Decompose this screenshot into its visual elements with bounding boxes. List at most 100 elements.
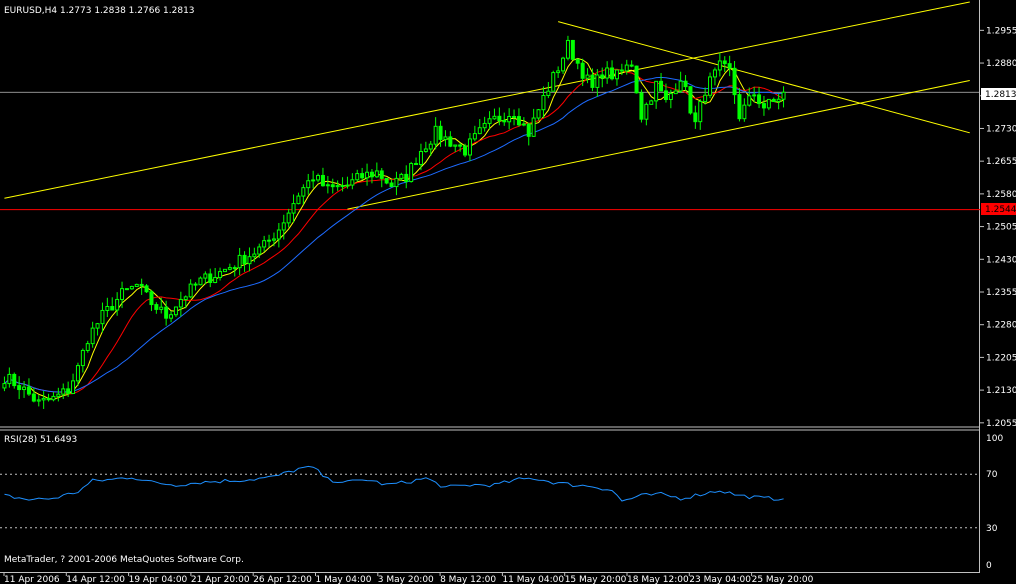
price-tick-label: 1.2430	[986, 255, 1016, 265]
ma-slow-line	[4, 76, 784, 393]
candle-body	[51, 395, 56, 401]
time-tick-label: 18 May 12:00	[627, 575, 689, 584]
candle-body	[90, 327, 95, 345]
candle-body	[766, 98, 771, 109]
symbol-header: EURUSD,H4 1.2773 1.2838 1.2766 1.2813	[4, 6, 195, 16]
candle-body	[46, 397, 51, 401]
candle-body	[218, 271, 223, 279]
candle-body	[365, 171, 370, 179]
candle-body	[291, 203, 296, 214]
candle-body	[75, 365, 80, 382]
candle-body	[17, 385, 22, 391]
candle-body	[115, 298, 120, 311]
candle-body	[80, 349, 85, 367]
candle-body	[531, 117, 536, 137]
candle-body	[561, 57, 566, 72]
candle-body	[188, 283, 193, 298]
candle-body	[771, 98, 776, 103]
candle-body	[781, 91, 786, 100]
candle-body	[222, 268, 227, 273]
time-tick-label: 26 Apr 12:00	[253, 575, 312, 584]
candle-body	[693, 112, 698, 123]
candle-body	[379, 170, 384, 179]
candle-body	[360, 173, 365, 179]
candle-body	[129, 285, 134, 290]
candle-body	[183, 296, 188, 300]
candle-body	[110, 306, 115, 311]
rsi-line	[4, 465, 784, 502]
candle-body	[311, 179, 316, 182]
candle-body	[31, 393, 36, 402]
candle-body	[423, 148, 428, 152]
candle-body	[320, 174, 325, 187]
candle-body	[22, 386, 27, 391]
candle-body	[154, 304, 159, 310]
candle-body	[369, 171, 374, 178]
rsi-tick-label: 0	[986, 561, 992, 571]
candle-body	[551, 72, 556, 92]
candle-body	[85, 343, 90, 351]
candle-body	[683, 80, 688, 88]
candle-body	[614, 69, 619, 80]
candle-body	[761, 103, 766, 109]
candle-body	[737, 94, 742, 120]
candle-body	[492, 115, 497, 120]
candle-body	[467, 138, 472, 156]
time-tick-label: 14 Apr 12:00	[66, 575, 125, 584]
rsi-tick-label: 70	[986, 470, 998, 480]
candle-body	[281, 222, 286, 231]
candle-body	[232, 267, 237, 270]
horizontal-levels	[0, 91, 980, 211]
candle-body	[654, 80, 659, 102]
candle-body	[95, 323, 100, 329]
candle-body	[443, 136, 448, 140]
candle-body	[649, 100, 654, 105]
candle-body	[634, 65, 639, 94]
candle-body	[688, 86, 693, 114]
candle-body	[497, 115, 502, 121]
candle-body	[663, 90, 668, 100]
price-tick-label: 1.2505	[986, 223, 1016, 233]
candle-body	[149, 291, 154, 306]
price-axis: 1.29551.28801.28051.27301.26551.25801.25…	[980, 26, 1016, 429]
candle-body	[556, 70, 561, 74]
candle-body	[610, 67, 615, 80]
price-tick-label: 1.2205	[986, 353, 1016, 363]
candle-body	[668, 93, 673, 100]
rsi-header: RSI(28) 51.6493	[4, 435, 77, 445]
candle-body	[502, 119, 507, 123]
candle-body	[399, 173, 404, 179]
candle-body	[267, 239, 272, 242]
candle-body	[105, 306, 110, 311]
candle-body	[71, 380, 76, 394]
time-tick-label: 11 May 04:00	[502, 575, 564, 584]
candle-body	[703, 94, 708, 103]
candle-body	[345, 184, 350, 187]
price-tick-label: 1.2130	[986, 386, 1016, 396]
candle-body	[418, 150, 423, 166]
candle-body	[340, 185, 345, 188]
candle-body	[2, 383, 7, 389]
trendlines[interactable]	[4, 1, 970, 210]
candle-body	[7, 373, 12, 385]
candle-body	[580, 62, 585, 79]
candle-body	[203, 273, 208, 279]
candle-body	[178, 298, 183, 308]
candle-body	[213, 277, 218, 284]
candle-body	[757, 94, 762, 105]
candle-body	[717, 60, 722, 71]
copyright-text: MetaTrader, ? 2001-2006 MetaQuotes Softw…	[4, 555, 244, 565]
candle-body	[296, 195, 301, 205]
candle-body	[389, 182, 394, 188]
price-tick-label: 1.2655	[986, 157, 1016, 167]
candle-body	[487, 118, 492, 124]
candle-body	[570, 39, 575, 60]
candle-body	[120, 288, 125, 300]
trendline-2	[347, 80, 970, 210]
bid-price-tag-bg	[981, 88, 1016, 100]
candle-body	[708, 76, 713, 96]
candle-body	[595, 74, 600, 88]
candle-body	[776, 98, 781, 103]
